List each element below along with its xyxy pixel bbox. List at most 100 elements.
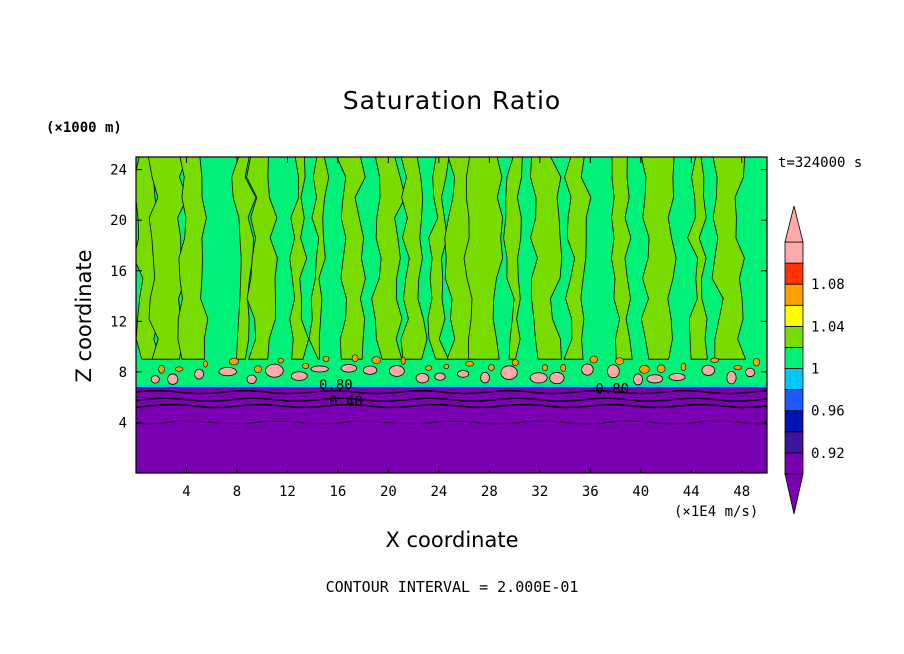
x-tick-label: 16	[329, 484, 346, 500]
cloud-cell	[701, 364, 716, 376]
cloud-cell	[745, 367, 756, 378]
cloud-cell	[246, 374, 257, 384]
cloud-cell	[362, 365, 378, 375]
cloud-cell	[500, 365, 518, 380]
y-tick-label: 12	[110, 314, 127, 330]
moist-column	[611, 157, 633, 360]
y-tick-label: 20	[110, 213, 127, 229]
cloud-cell	[415, 372, 430, 384]
cloud-cell	[606, 364, 620, 379]
colorbar-segment	[784, 452, 804, 475]
field-dry-layer	[136, 387, 767, 473]
plot-frame	[135, 156, 768, 474]
x-axis-ticks: 4 8 12 16 20 24 28 32 36 40 44 48	[182, 157, 750, 500]
moist-column	[336, 157, 366, 360]
cloud-cell	[726, 370, 737, 385]
cloud-cell	[457, 370, 470, 378]
cloud-cell	[434, 372, 446, 381]
colorbar-segment	[784, 262, 804, 285]
cloud-cell-core	[656, 364, 666, 373]
contour-line	[136, 397, 767, 402]
cloud-cell	[480, 371, 490, 384]
cloud-cell	[167, 373, 179, 385]
field-transition	[136, 385, 767, 388]
x-tick-label: 48	[733, 484, 750, 500]
cloud-cell	[529, 372, 548, 384]
x-axis-label: X coordinate	[385, 528, 519, 552]
y-axis-ticks: 4 8 12 16 20 24	[110, 163, 767, 431]
moist-column	[711, 157, 747, 360]
cloud-cell-core	[229, 357, 239, 366]
contour-interval-label: CONTOUR INTERVAL = 2.000E-01	[325, 578, 579, 596]
colorbar-segment	[784, 283, 804, 306]
cloud-cell	[581, 363, 594, 376]
cloud-cell-core	[371, 356, 382, 364]
cloud-cell	[310, 365, 329, 373]
time-label: t=324000 s	[778, 155, 863, 171]
cloud-cell-core	[511, 359, 519, 366]
colorbar: 0.92 0.96 1 1.04 1.08	[784, 205, 845, 515]
cloud-cell	[265, 363, 284, 378]
colorbar-tick-label: 0.92	[811, 446, 845, 462]
cloud-cell-core	[174, 366, 184, 372]
cloud-cell-core	[203, 360, 208, 368]
cloud-cell-core	[254, 365, 262, 374]
cloud-cell-core	[302, 363, 310, 369]
moist-column	[289, 157, 310, 360]
colorbar-segment	[784, 368, 804, 391]
cloud-cell	[549, 372, 565, 385]
colorbar-tick-label: 0.96	[811, 404, 845, 420]
cloud-cell-core	[615, 357, 625, 365]
cloud-cell	[290, 371, 308, 381]
y-tick-label: 8	[119, 365, 127, 381]
moist-column	[246, 157, 278, 360]
moist-column	[463, 157, 504, 360]
contour-line	[136, 403, 767, 409]
colorbar-segment	[784, 347, 804, 369]
cloud-cell-core	[322, 355, 330, 362]
colorbar-tick-label: 1	[811, 362, 819, 378]
cloud-cell-core	[158, 364, 165, 374]
plot-area: 0.800.400.80	[136, 157, 767, 473]
cloud-cell	[388, 365, 405, 377]
colorbar-segment	[784, 325, 804, 348]
y-tick-label: 4	[119, 415, 127, 431]
moist-column	[640, 157, 677, 360]
y-axis-unit: (×1000 m)	[46, 120, 122, 136]
cloud-cell-core	[351, 354, 359, 362]
cloud-cell-core	[639, 365, 650, 374]
cloud-cell	[150, 375, 160, 384]
colorbar-segment	[784, 410, 804, 433]
x-axis-unit: (×1E4 m/s)	[674, 504, 759, 520]
contour-line	[136, 420, 767, 425]
x-tick-label: 8	[233, 484, 241, 500]
cloud-cell	[194, 368, 204, 380]
cloud-cell	[340, 364, 358, 373]
chart-title: Saturation Ratio	[342, 86, 562, 115]
x-tick-label: 44	[683, 484, 700, 500]
cloud-cell-core	[488, 364, 495, 371]
cloud-cell-core	[465, 361, 474, 367]
moist-column	[687, 157, 708, 360]
cloud-cell-core	[443, 363, 450, 370]
moist-column	[308, 157, 330, 360]
y-tick-label: 24	[110, 163, 127, 179]
cloud-cell-core	[680, 362, 687, 371]
cloud-cell-core	[541, 364, 549, 371]
x-tick-label: 12	[279, 484, 296, 500]
cloud-cell	[218, 366, 237, 377]
y-tick-label: 16	[110, 264, 127, 280]
moist-column	[563, 157, 592, 360]
cloud-cell-core	[560, 364, 567, 372]
colorbar-tick-label: 1.04	[811, 319, 845, 335]
cloud-cell-core	[752, 358, 761, 367]
x-tick-label: 20	[380, 484, 397, 500]
contour-label: 0.40	[329, 394, 363, 410]
x-tick-label: 36	[582, 484, 599, 500]
x-tick-label: 4	[182, 484, 190, 500]
x-tick-label: 24	[430, 484, 447, 500]
colorbar-arrow-bottom	[784, 473, 804, 515]
cloud-cell-core	[710, 357, 719, 363]
cloud-cell-core	[277, 357, 284, 364]
colorbar-arrow-top	[784, 205, 804, 243]
